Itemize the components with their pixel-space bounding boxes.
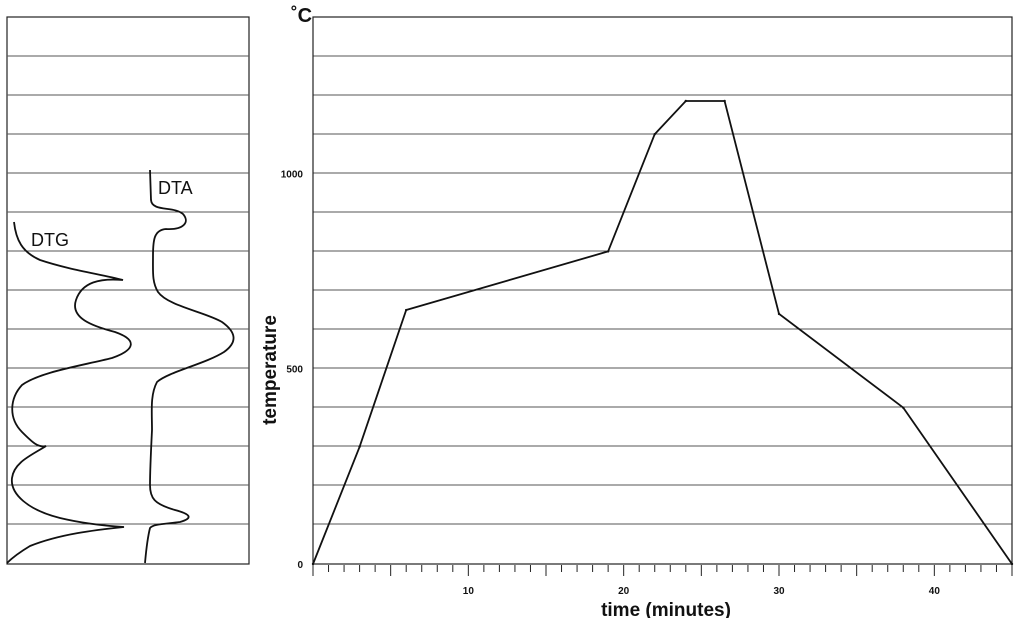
- temperature-data-point: [653, 133, 656, 136]
- left-panel-grid: [7, 55, 249, 525]
- temperature-data-point: [311, 562, 315, 566]
- y-tick-label: 1000: [281, 169, 304, 180]
- y-axis-tick-labels: 0 500 1000: [281, 169, 304, 571]
- left-panel-frame: [6, 16, 250, 565]
- dtg-label: DTG: [31, 230, 69, 250]
- temperature-data-point: [777, 312, 781, 316]
- y-tick-label: 0: [297, 560, 303, 571]
- dtg-curve: [6, 221, 132, 564]
- y-axis-unit: ˚C: [291, 4, 312, 27]
- x-tick-label: 30: [773, 586, 785, 597]
- temperature-data-point: [723, 99, 726, 103]
- x-axis-ticks: [312, 565, 1013, 576]
- temperature-data-point: [606, 250, 610, 253]
- y-tick-label: 500: [286, 365, 303, 376]
- dta-curve: [144, 169, 235, 564]
- dtg-dta-panel: DTG DTA: [6, 16, 250, 565]
- x-tick-label: 20: [618, 586, 630, 597]
- temperature-data-point: [684, 99, 687, 103]
- x-tick-label: 10: [463, 586, 475, 597]
- x-axis-title: time (minutes): [601, 600, 731, 618]
- temperature-data-point: [1010, 562, 1014, 566]
- temperature-series-points: [311, 99, 1014, 566]
- temperature-series-line: [312, 100, 1013, 565]
- temperature-data-point: [902, 406, 905, 409]
- temperature-data-point: [358, 445, 361, 448]
- right-panel-frame: [312, 16, 1013, 565]
- temperature-time-panel: 10 20 30 40 0 500 1000 ˚C temperature time (m…: [260, 4, 1014, 618]
- right-panel-grid: [313, 55, 1012, 525]
- temperature-data-point: [405, 308, 408, 312]
- x-tick-label: 40: [929, 586, 941, 597]
- dta-label: DTA: [158, 178, 193, 198]
- x-axis-tick-labels: 10 20 30 40: [463, 586, 941, 597]
- y-axis-title: temperature: [260, 315, 281, 425]
